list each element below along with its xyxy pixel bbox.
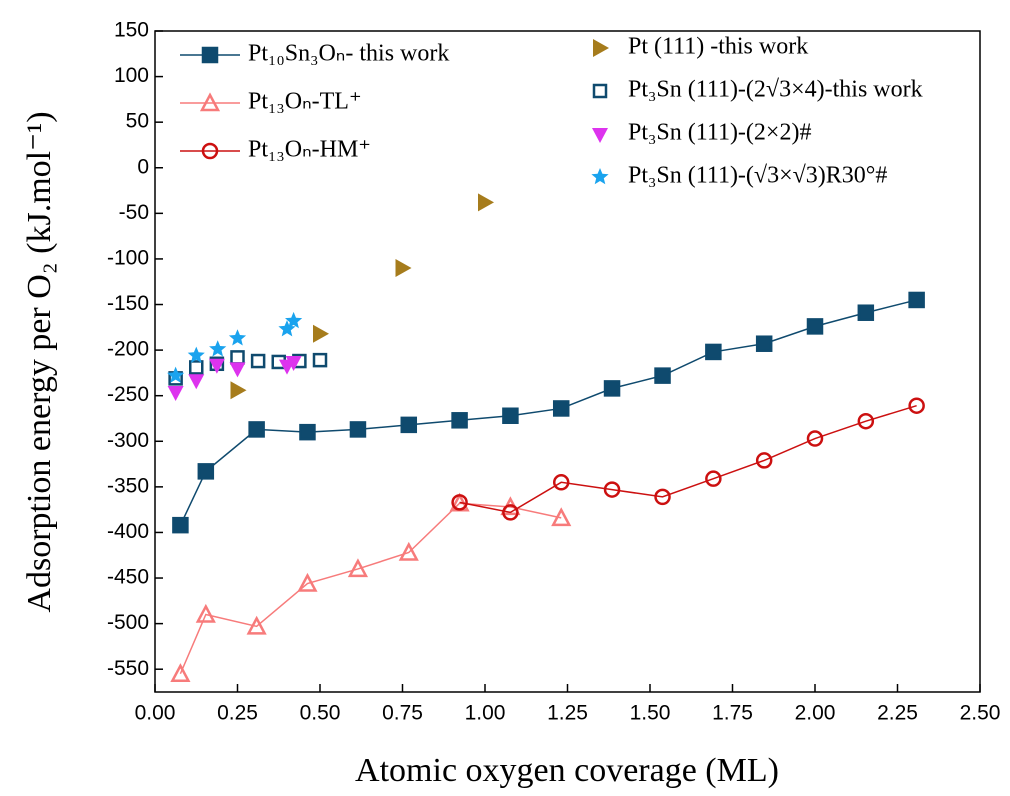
y-tick-label: -300 bbox=[107, 429, 149, 452]
y-tick-label: 100 bbox=[114, 64, 149, 87]
marker bbox=[195, 603, 216, 623]
marker bbox=[230, 381, 247, 400]
y-tick-label: -50 bbox=[119, 201, 149, 224]
marker bbox=[297, 572, 318, 592]
marker bbox=[857, 412, 875, 430]
x-tick-label: 1.00 bbox=[465, 702, 506, 725]
marker bbox=[278, 320, 296, 337]
marker bbox=[208, 358, 225, 374]
legend-label: Pt₁₃Oₙ-TL⁺ bbox=[248, 89, 362, 115]
marker bbox=[250, 353, 266, 369]
y-tick-label: -500 bbox=[107, 611, 149, 634]
marker bbox=[755, 452, 773, 469]
marker bbox=[209, 340, 227, 357]
marker bbox=[201, 142, 219, 160]
marker bbox=[502, 504, 519, 521]
marker bbox=[451, 412, 468, 429]
x-tick-label: 1.50 bbox=[630, 702, 671, 725]
legend-label: Pt₁₀Sn₃Oₙ- this work bbox=[248, 41, 449, 67]
marker bbox=[705, 343, 722, 361]
marker bbox=[806, 318, 824, 335]
marker bbox=[552, 474, 570, 491]
x-tick-label: 2.50 bbox=[960, 702, 1001, 725]
legend-label: Pt₃Sn (111)-(2×2)# bbox=[628, 120, 811, 146]
y-tick-label: -250 bbox=[107, 383, 149, 406]
marker bbox=[591, 168, 609, 185]
marker bbox=[398, 541, 419, 561]
plot-frame bbox=[154, 30, 981, 693]
marker bbox=[313, 324, 329, 343]
x-tick-label: 0.00 bbox=[135, 702, 176, 725]
marker bbox=[592, 128, 608, 143]
marker bbox=[603, 380, 621, 397]
legend-label: Pt (111) -this work bbox=[628, 34, 808, 60]
marker bbox=[705, 470, 722, 487]
marker bbox=[167, 366, 185, 383]
marker bbox=[228, 329, 247, 346]
marker bbox=[167, 386, 184, 402]
y-tick-label: -100 bbox=[107, 246, 149, 269]
marker bbox=[755, 335, 773, 352]
marker bbox=[806, 430, 824, 447]
marker bbox=[230, 350, 245, 365]
marker bbox=[451, 494, 468, 511]
y-tick-label: -550 bbox=[107, 657, 149, 680]
marker bbox=[395, 259, 412, 278]
legend-label: Pt₃Sn (111)-(√3×√3)R30°# bbox=[628, 163, 887, 189]
marker bbox=[478, 193, 494, 212]
y-tick-label: 50 bbox=[126, 110, 149, 133]
marker bbox=[248, 421, 265, 438]
y-tick-label: -200 bbox=[107, 338, 149, 361]
marker bbox=[229, 362, 246, 378]
marker bbox=[349, 421, 367, 438]
marker bbox=[551, 507, 572, 527]
y-tick-label: 0 bbox=[137, 155, 149, 178]
x-tick-label: 0.50 bbox=[300, 702, 341, 725]
marker bbox=[400, 416, 418, 434]
x-axis-label: Atomic oxygen coverage (ML) bbox=[355, 752, 779, 789]
marker bbox=[189, 360, 204, 375]
x-tick-label: 2.00 bbox=[795, 702, 836, 725]
marker bbox=[654, 488, 671, 506]
marker bbox=[592, 83, 608, 99]
marker bbox=[197, 463, 215, 480]
marker bbox=[654, 367, 671, 384]
y-tick-label: -350 bbox=[107, 474, 149, 497]
x-tick-label: 1.75 bbox=[712, 702, 753, 725]
marker bbox=[299, 423, 316, 441]
series-line bbox=[459, 405, 917, 514]
marker bbox=[188, 374, 205, 390]
marker bbox=[908, 397, 925, 414]
marker bbox=[312, 352, 328, 368]
series-line bbox=[179, 502, 562, 675]
marker bbox=[285, 355, 302, 371]
y-tick-label: -150 bbox=[107, 292, 149, 315]
y-tick-label: -400 bbox=[107, 520, 149, 543]
marker bbox=[347, 558, 369, 578]
legend-label: Pt₁₃Oₙ-HM⁺ bbox=[248, 137, 371, 163]
marker bbox=[201, 46, 219, 64]
marker bbox=[502, 407, 519, 424]
y-axis-label: Adsorption energy per O₂ (kJ.mol⁻¹) bbox=[21, 111, 58, 612]
marker bbox=[908, 291, 925, 309]
x-tick-label: 0.75 bbox=[382, 702, 423, 725]
marker bbox=[552, 400, 570, 417]
y-tick-label: -450 bbox=[107, 566, 149, 589]
x-tick-label: 0.25 bbox=[217, 702, 258, 725]
y-tick-label: 150 bbox=[114, 19, 149, 42]
marker bbox=[170, 663, 191, 683]
series-line bbox=[179, 299, 917, 526]
marker bbox=[603, 481, 621, 498]
marker bbox=[285, 311, 303, 329]
marker bbox=[246, 615, 267, 635]
marker bbox=[857, 304, 875, 321]
x-tick-label: 1.25 bbox=[547, 702, 588, 725]
marker bbox=[199, 92, 221, 112]
marker bbox=[187, 346, 205, 363]
marker bbox=[593, 39, 609, 57]
legend-label: Pt₃Sn (111)-(2√3×4)-this work bbox=[628, 77, 923, 103]
marker bbox=[172, 516, 189, 534]
x-tick-label: 2.25 bbox=[877, 702, 918, 725]
